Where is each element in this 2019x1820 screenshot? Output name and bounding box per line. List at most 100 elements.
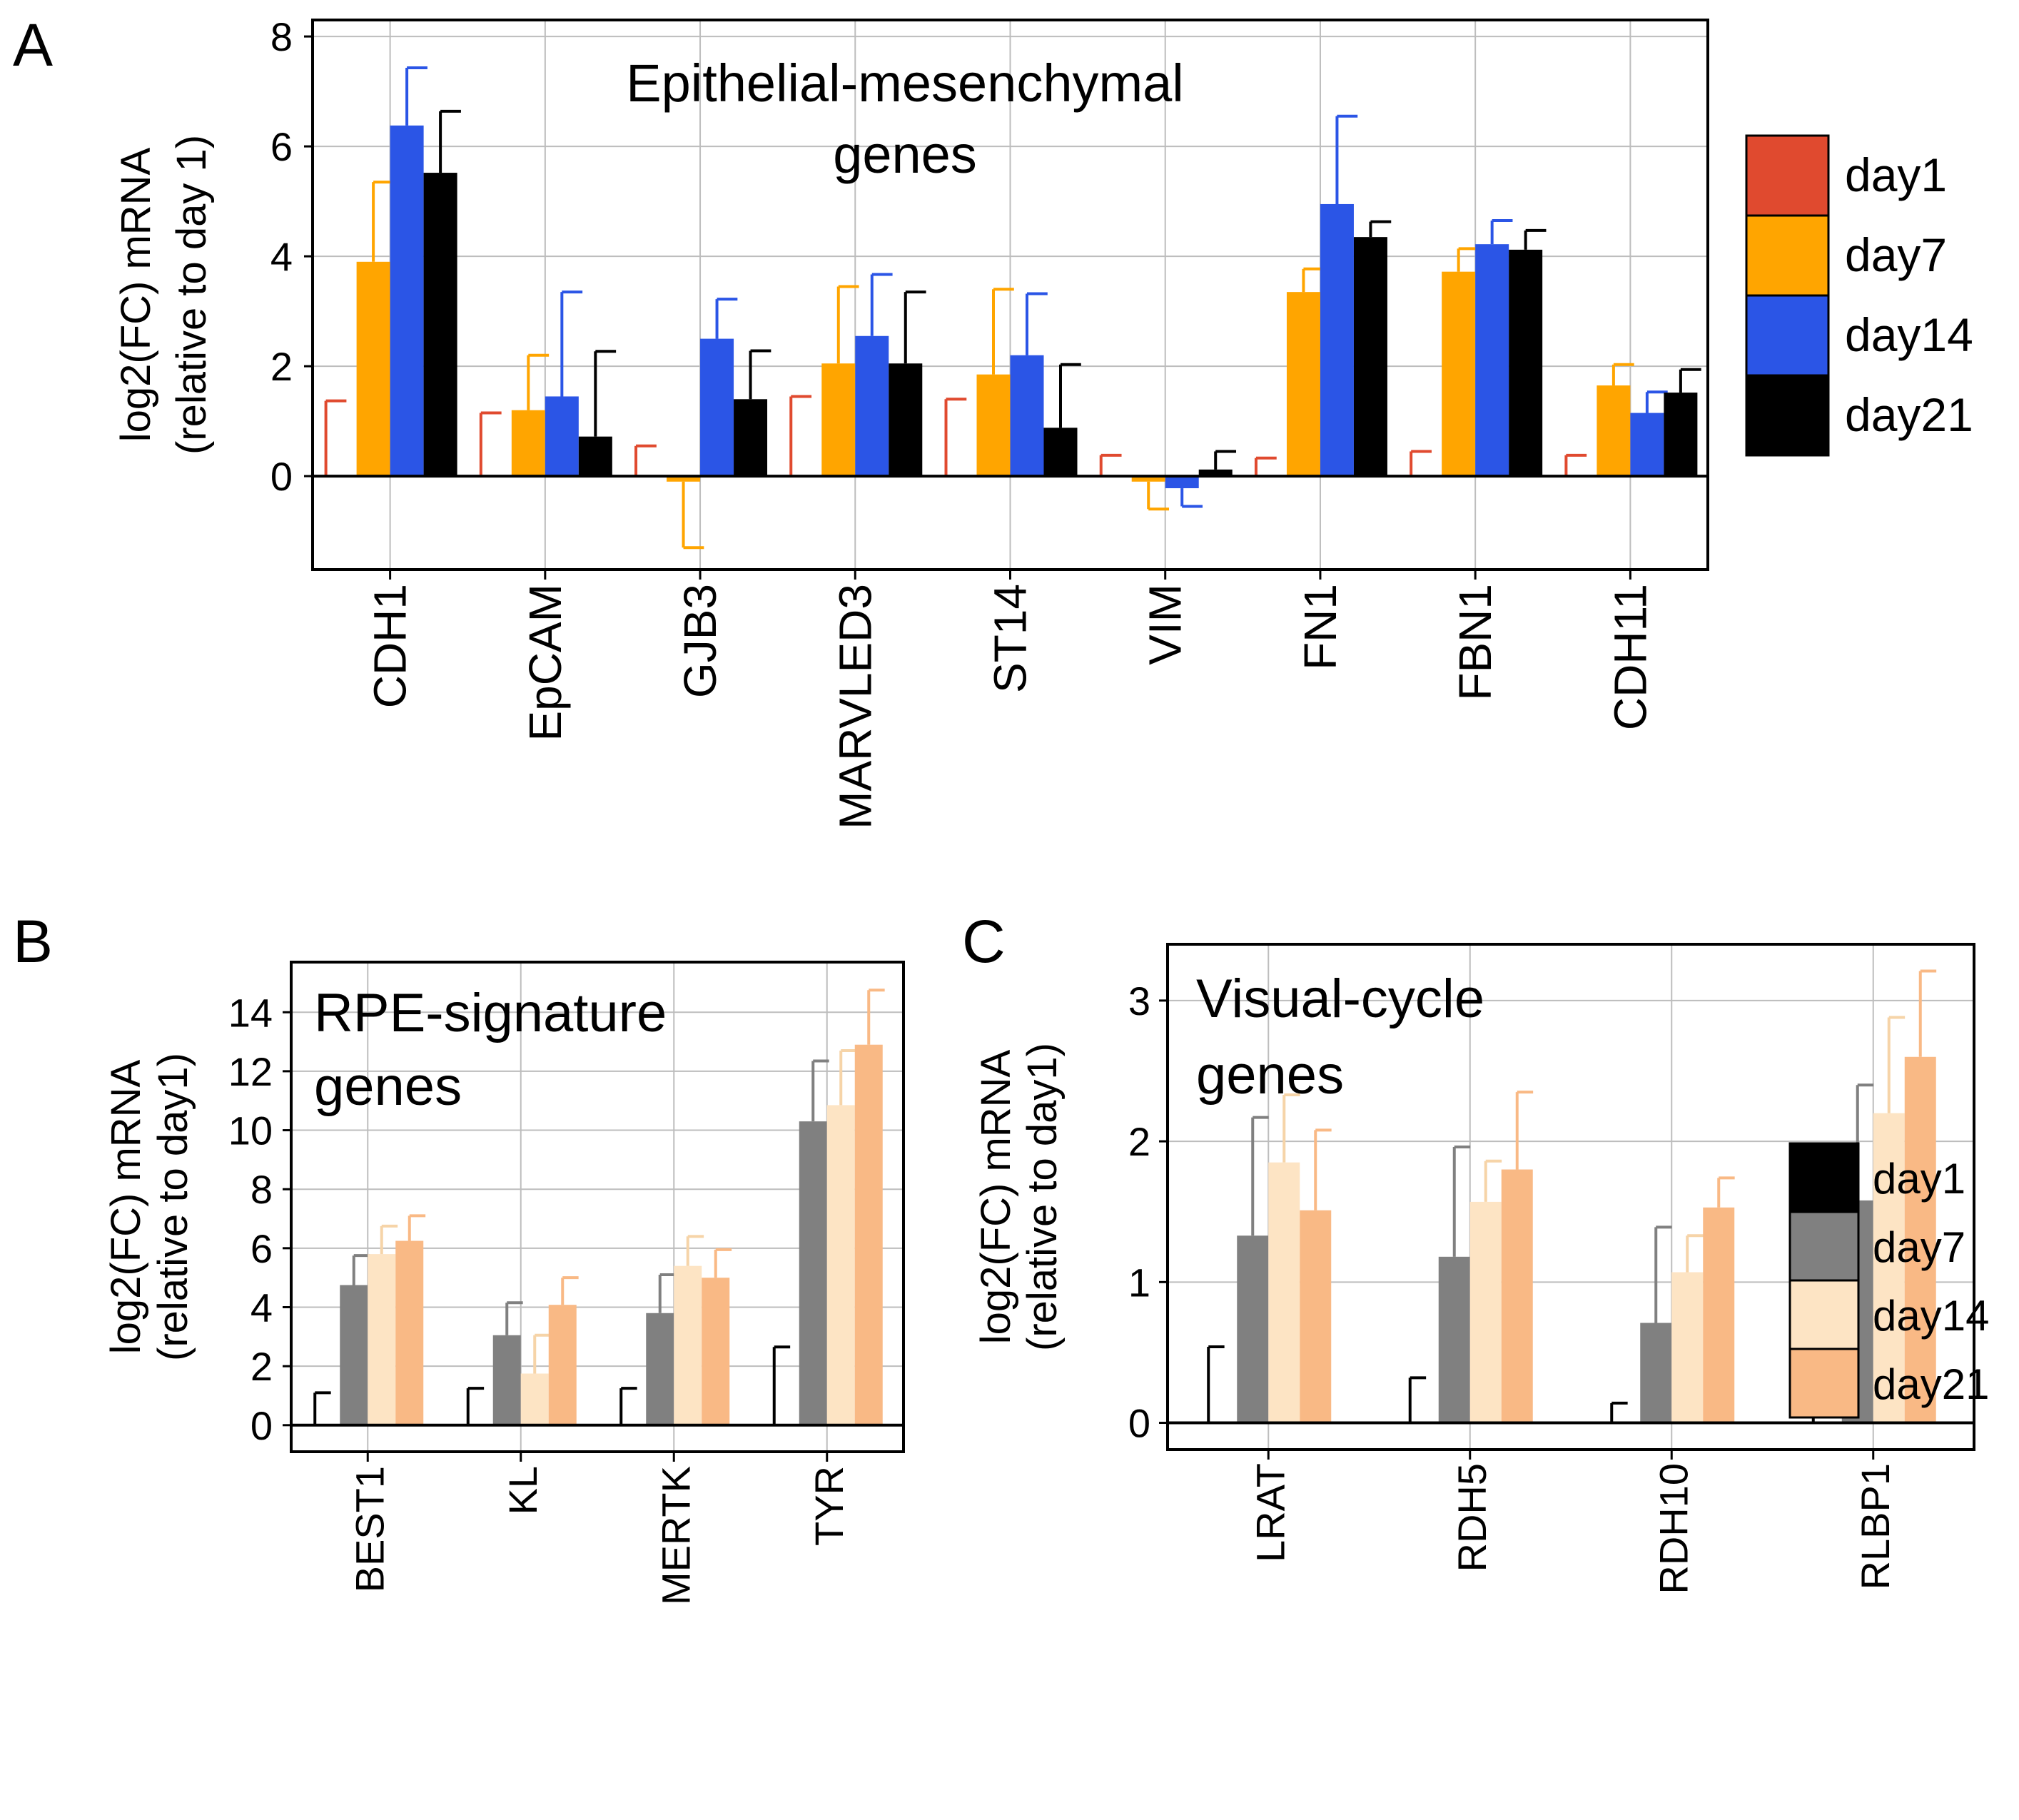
bar-day21-tyr bbox=[854, 1044, 883, 1425]
y-tick-label: 0 bbox=[270, 454, 293, 499]
bar-day7-fbn1 bbox=[1442, 271, 1476, 477]
y-tick-label: 6 bbox=[251, 1226, 273, 1271]
y-tick-label: 2 bbox=[270, 344, 293, 389]
x-category-label: RDH5 bbox=[1449, 1463, 1494, 1572]
bar-day21-cdh11 bbox=[1664, 393, 1698, 477]
y-tick-label: 3 bbox=[1128, 979, 1150, 1023]
bar-day14-tyr bbox=[826, 1105, 855, 1425]
bar-day14-gjb3 bbox=[700, 338, 734, 477]
bar-day14-best1 bbox=[368, 1254, 396, 1425]
bar-day7-rdh5 bbox=[1438, 1256, 1470, 1423]
y-tick-label: 12 bbox=[228, 1049, 273, 1094]
y-tick-label: 8 bbox=[251, 1167, 273, 1212]
x-category-label: RLBP1 bbox=[1853, 1463, 1898, 1589]
y-tick-label: 6 bbox=[270, 124, 293, 169]
legend-label-day1: day1 bbox=[1845, 148, 1947, 201]
legend-swatch-day1 bbox=[1745, 134, 1830, 217]
bar-day7-st14 bbox=[976, 374, 1011, 477]
y-tick-label: 14 bbox=[228, 990, 273, 1035]
chart-panel-c: 0 1 2 3 LRAT RDH5 RDH10 RLBP1 log2(FC) mRNA (rela… bbox=[962, 908, 1989, 1594]
chart-title-line-2: genes bbox=[833, 125, 977, 184]
y-axis-label-line-2: (relative to day1) bbox=[150, 1053, 196, 1361]
bar-day7-fn1 bbox=[1286, 292, 1320, 477]
bar-day21-vim bbox=[1198, 469, 1233, 477]
bar-day14-marvled3 bbox=[855, 335, 889, 477]
legend-swatch-day7 bbox=[1745, 214, 1830, 297]
x-category-label: EpCAM bbox=[520, 584, 571, 742]
bar-day7-rdh10 bbox=[1640, 1323, 1672, 1423]
y-tick-label: 10 bbox=[228, 1108, 273, 1153]
plot-frame bbox=[1166, 943, 1975, 1451]
x-category-label: FN1 bbox=[1295, 584, 1346, 670]
bar-day7-epcam bbox=[511, 410, 545, 477]
chart-panel-b: 0 2 4 6 8 10 12 14 BEST1 KL MERTK TYR log2(FC) mRNA(… bbox=[13, 908, 905, 1605]
bar-day14-epcam bbox=[545, 396, 579, 477]
y-tick-label: 8 bbox=[270, 14, 293, 59]
bar-day14-fbn1 bbox=[1475, 244, 1509, 477]
x-category-label: LRAT bbox=[1248, 1463, 1292, 1562]
legend-label-day14: day14 bbox=[1873, 1292, 1989, 1340]
x-category-label: FBN1 bbox=[1449, 584, 1501, 701]
bar-day21-rlbp1 bbox=[1904, 1056, 1936, 1423]
bar-day21-fn1 bbox=[1353, 237, 1387, 477]
bar-day14-kl bbox=[520, 1373, 549, 1425]
bar-day14-rlbp1 bbox=[1873, 1113, 1905, 1423]
bar-day7-gjb3 bbox=[667, 476, 701, 482]
bar-day14-cdh1 bbox=[390, 125, 424, 477]
bar-day14-mertk bbox=[674, 1265, 702, 1425]
bar-day14-vim bbox=[1165, 476, 1199, 489]
legend: day1 day7 day14 day21 bbox=[1788, 1142, 1989, 1419]
bar-day21-rdh5 bbox=[1501, 1169, 1533, 1423]
bar-day14-fn1 bbox=[1320, 203, 1354, 477]
chart-title-line-1: RPE-signature bbox=[314, 983, 667, 1043]
y-tick-label: 0 bbox=[1128, 1401, 1150, 1446]
bar-day21-kl bbox=[548, 1305, 577, 1425]
bar-day21-gjb3 bbox=[734, 399, 768, 477]
bar-day7-marvled3 bbox=[821, 363, 856, 477]
legend-swatch-day1 bbox=[1788, 1142, 1860, 1213]
legend-label-day7: day7 bbox=[1873, 1223, 1965, 1271]
x-category-label: MARVLED3 bbox=[829, 584, 881, 829]
bar-day7-mertk bbox=[646, 1313, 674, 1425]
bar-day14-cdh11 bbox=[1630, 413, 1664, 477]
bar-day7-cdh1 bbox=[356, 261, 390, 477]
legend-label-day21: day21 bbox=[1845, 388, 1973, 441]
y-axis-label-line-2: (relative to day 1) bbox=[168, 135, 215, 455]
y-tick-label: 4 bbox=[270, 234, 293, 279]
legend: day1 day7 day14 day21 bbox=[1745, 134, 1973, 457]
bar-day21-cdh1 bbox=[423, 173, 457, 477]
y-axis-label-line-1: log2(FC) mRNA bbox=[973, 1049, 1019, 1344]
legend-swatch-day14 bbox=[1788, 1279, 1860, 1350]
x-category-label: BEST1 bbox=[347, 1466, 392, 1592]
y-axis-label-line-1: log2(FC) mRNA bbox=[113, 147, 159, 442]
y-tick-label: 1 bbox=[1128, 1260, 1150, 1305]
y-axis-label-line-1: log2(FC) mRNA bbox=[103, 1059, 149, 1354]
chart-title-line-2: genes bbox=[1196, 1045, 1344, 1106]
legend-label-day14: day14 bbox=[1845, 308, 1973, 361]
x-category-label: CDH11 bbox=[1604, 584, 1656, 730]
bar-day14-rdh5 bbox=[1469, 1201, 1502, 1423]
x-category-label: GJB3 bbox=[674, 584, 726, 698]
bar-day21-fbn1 bbox=[1509, 249, 1543, 477]
bar-day21-epcam bbox=[578, 436, 612, 477]
x-category-label: CDH1 bbox=[365, 584, 416, 708]
bar-day14-st14 bbox=[1010, 355, 1044, 477]
bar-day7-tyr bbox=[799, 1121, 827, 1425]
plot-frame bbox=[290, 961, 905, 1453]
legend-label-day7: day7 bbox=[1845, 228, 1947, 281]
bar-day21-marvled3 bbox=[889, 363, 923, 477]
x-category-label: VIM bbox=[1140, 584, 1191, 665]
y-axis-label-line-2: (relative to day1) bbox=[1019, 1043, 1066, 1351]
legend-swatch-day14 bbox=[1745, 294, 1830, 377]
bar-day21-rdh10 bbox=[1703, 1207, 1735, 1423]
x-category-label: MERTK bbox=[653, 1466, 698, 1605]
bar-day14-lrat bbox=[1268, 1162, 1300, 1423]
panel-letter: A bbox=[13, 11, 53, 79]
bar-day7-lrat bbox=[1237, 1235, 1269, 1423]
bar-day7-vim bbox=[1131, 476, 1165, 482]
legend-label-day21: day21 bbox=[1873, 1360, 1989, 1408]
bar-day21-lrat bbox=[1300, 1210, 1332, 1423]
chart-title-line-1: Visual-cycle bbox=[1196, 969, 1484, 1029]
bar-day7-kl bbox=[492, 1335, 521, 1425]
